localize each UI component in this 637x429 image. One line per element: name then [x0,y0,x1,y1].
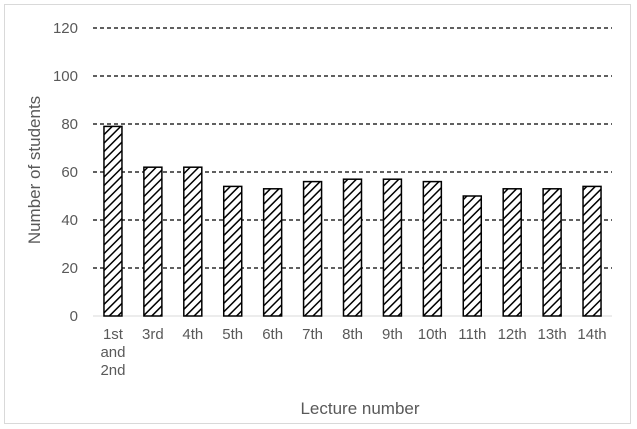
bar-13 [582,185,602,317]
bar-7 [342,178,363,317]
bar-11 [502,188,522,317]
y-tick-label-40: 40 [61,212,78,229]
x-tick-label-2: 3rd [142,326,164,343]
y-tick-label-20: 20 [61,260,78,277]
x-tick-label-13: 14th [577,326,606,343]
x-axis-ticks: 1st and 2nd 3rd 4th 5th 6th 7th 8th 9th 10th 11th 12… [100,326,606,379]
y-tick-label-0: 0 [70,308,78,325]
x-tick-label-10: 11th [458,326,486,343]
bar-12 [542,188,562,317]
bar-8 [382,178,403,317]
x-tick-label-8: 9th [382,326,403,343]
y-axis-ticks: 0 20 40 60 80 100 120 [53,20,78,325]
bar-10 [462,195,483,317]
y-tick-label-60: 60 [61,164,78,181]
bar-2 [143,166,163,317]
bar-5 [262,188,283,317]
x-tick-label-5: 6th [262,326,283,343]
x-tick-label-7: 8th [342,326,363,343]
bars [103,125,602,317]
bar-9 [422,180,443,317]
x-tick-label-3: 4th [182,326,203,343]
bar-3 [183,166,203,317]
x-tick-label-1: 1st and 2nd [100,326,125,379]
y-tick-label-80: 80 [61,116,78,133]
bar-4 [222,185,243,317]
x-axis-title: Lecture number [300,399,419,418]
y-tick-label-120: 120 [53,20,78,37]
x-tick-label-6: 7th [302,326,323,343]
bar-6 [302,180,323,317]
x-tick-label-4: 5th [222,326,243,343]
x-tick-label-9: 10th [418,326,447,343]
x-tick-label-12: 13th [538,326,567,343]
bar-1 [103,125,123,317]
y-tick-label-100: 100 [53,68,78,85]
x-tick-label-11: 12th [498,326,527,343]
y-axis-title: Number of students [25,96,44,244]
